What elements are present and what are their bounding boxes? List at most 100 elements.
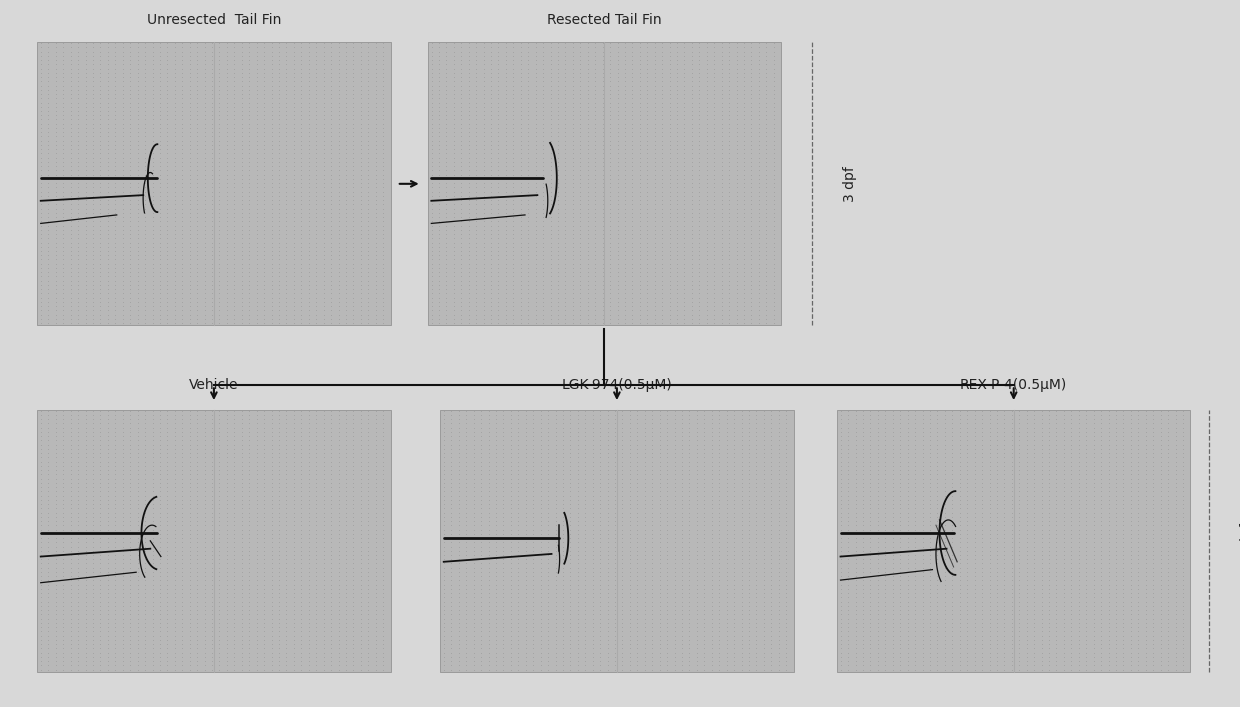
Point xyxy=(277,498,296,510)
Point xyxy=(704,131,724,142)
Point xyxy=(284,148,304,159)
Point xyxy=(486,498,506,510)
Point xyxy=(734,228,754,240)
Point xyxy=(1128,414,1148,425)
Point xyxy=(165,562,185,573)
Point xyxy=(466,63,486,74)
Point xyxy=(942,604,962,616)
Point xyxy=(1024,571,1044,582)
Point xyxy=(210,267,229,278)
Point xyxy=(600,127,620,138)
Point xyxy=(291,511,311,522)
Point xyxy=(905,613,925,624)
Point xyxy=(210,63,229,74)
Point xyxy=(494,630,513,641)
Point xyxy=(942,579,962,590)
Point xyxy=(38,224,58,235)
Point xyxy=(232,152,252,163)
Point xyxy=(351,660,371,671)
Point xyxy=(739,583,759,595)
Point xyxy=(358,660,378,671)
Point xyxy=(239,660,259,671)
Point xyxy=(321,207,341,218)
Point xyxy=(1158,520,1178,531)
Point xyxy=(336,422,356,433)
Point xyxy=(284,443,304,455)
Point xyxy=(143,190,162,201)
Point xyxy=(694,647,714,658)
Point xyxy=(113,469,133,480)
Point xyxy=(486,524,506,535)
Point xyxy=(600,211,620,223)
Point xyxy=(928,600,947,612)
Point xyxy=(1017,515,1037,527)
Point xyxy=(890,473,910,484)
Point xyxy=(269,97,289,108)
Point xyxy=(627,439,647,450)
Point xyxy=(548,156,568,168)
Point xyxy=(680,524,699,535)
Point xyxy=(76,199,95,210)
Point xyxy=(366,233,386,244)
Point xyxy=(531,409,551,421)
Point xyxy=(1114,600,1133,612)
Point xyxy=(667,139,687,151)
Point xyxy=(494,664,513,675)
Point xyxy=(224,613,244,624)
Point xyxy=(712,50,732,62)
Point xyxy=(675,228,694,240)
Point xyxy=(1143,655,1163,667)
Point xyxy=(942,600,962,612)
Point xyxy=(314,101,334,112)
Point xyxy=(299,292,319,303)
Point xyxy=(165,600,185,612)
Point xyxy=(660,313,680,325)
Point xyxy=(76,245,95,257)
Point xyxy=(1047,439,1066,450)
Point xyxy=(1069,494,1089,506)
Point xyxy=(165,405,185,416)
Point xyxy=(769,498,789,510)
Point xyxy=(172,305,192,316)
Point xyxy=(501,566,521,578)
Point xyxy=(61,207,81,218)
Point xyxy=(987,494,1007,506)
Point xyxy=(1143,617,1163,629)
Point xyxy=(1032,481,1052,493)
Point xyxy=(464,477,484,489)
Point xyxy=(336,190,356,201)
Point xyxy=(269,452,289,463)
Point xyxy=(920,464,940,476)
Point xyxy=(135,186,155,197)
Point xyxy=(31,405,51,416)
Point xyxy=(1017,477,1037,489)
Point xyxy=(38,173,58,185)
Point xyxy=(637,220,657,231)
Point xyxy=(1106,626,1126,637)
Point xyxy=(422,127,441,138)
Point xyxy=(645,76,665,87)
Point xyxy=(682,203,702,214)
Point xyxy=(672,532,692,544)
Point xyxy=(846,613,866,624)
Point xyxy=(583,507,603,518)
Point xyxy=(689,54,709,66)
Point xyxy=(672,528,692,539)
Point xyxy=(560,647,580,658)
Point xyxy=(605,469,625,480)
Point xyxy=(456,664,476,675)
Point xyxy=(928,541,947,552)
Point xyxy=(1106,549,1126,561)
Point xyxy=(593,211,613,223)
Point xyxy=(247,177,267,189)
Point xyxy=(1009,655,1029,667)
Point xyxy=(444,160,464,172)
Point xyxy=(935,655,955,667)
Point xyxy=(210,80,229,91)
Point xyxy=(277,579,296,590)
Point xyxy=(764,305,784,316)
Point xyxy=(165,131,185,142)
Point xyxy=(68,300,88,312)
Point xyxy=(291,486,311,497)
Point xyxy=(269,554,289,565)
